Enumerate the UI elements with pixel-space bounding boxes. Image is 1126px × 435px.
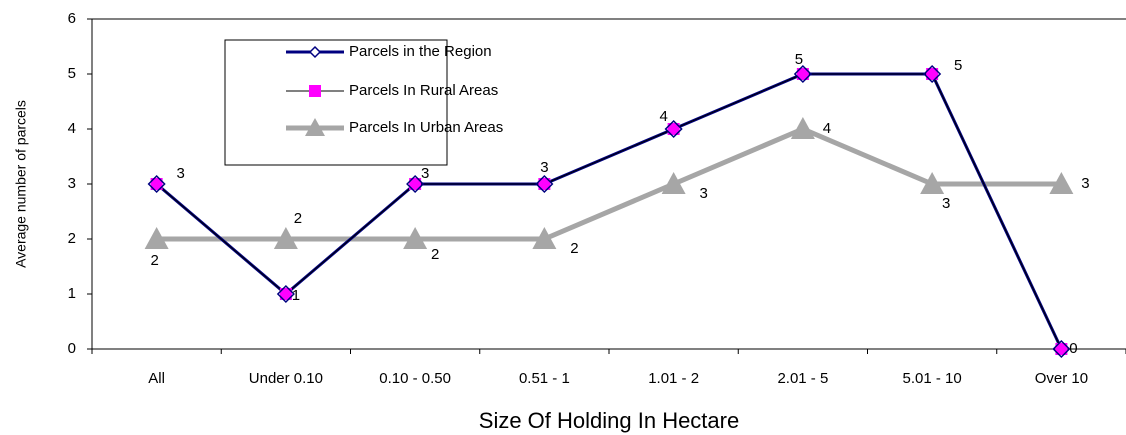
- data-label: 2: [150, 252, 158, 269]
- legend-label: Parcels In Urban Areas: [349, 119, 503, 136]
- point-marker: [793, 64, 812, 84]
- point-marker: [923, 64, 942, 84]
- point-marker: [664, 119, 683, 139]
- legend-label: Parcels In Rural Areas: [349, 82, 498, 99]
- data-label: 3: [421, 165, 429, 182]
- y-axis-label: Average number of parcels: [13, 100, 29, 268]
- x-tick-label: 0.51 - 1: [519, 370, 570, 387]
- point-marker: [538, 178, 551, 190]
- x-tick-label: All: [148, 370, 165, 387]
- data-label: 0: [1069, 340, 1077, 357]
- y-tick-label: 4: [68, 120, 76, 137]
- x-axis-label: Size Of Holding In Hectare: [479, 408, 739, 433]
- data-label: 1: [292, 287, 300, 304]
- point-marker: [279, 288, 292, 300]
- point-marker: [144, 227, 169, 249]
- y-tick-label: 5: [68, 65, 76, 82]
- legend-box: [224, 39, 448, 166]
- legend-marker: [308, 45, 322, 59]
- data-label: 4: [823, 120, 831, 137]
- data-label: 2: [431, 246, 439, 263]
- point-marker: [661, 172, 686, 194]
- data-label: 3: [699, 185, 707, 202]
- point-marker: [532, 227, 557, 249]
- point-marker: [790, 117, 815, 139]
- x-tick-label: 1.01 - 2: [648, 370, 699, 387]
- legend-marker: [309, 85, 321, 97]
- series-line: [156, 73, 1062, 350]
- x-tick-label: Over 10: [1035, 370, 1088, 387]
- point-marker: [926, 68, 939, 80]
- x-tick-label: 5.01 - 10: [903, 370, 962, 387]
- point-marker: [796, 68, 809, 80]
- legend-label: Parcels in the Region: [349, 43, 492, 60]
- point-marker: [409, 178, 422, 190]
- data-label: 3: [540, 159, 548, 176]
- point-marker: [667, 123, 680, 135]
- y-tick-label: 6: [68, 10, 76, 27]
- point-marker: [1052, 339, 1071, 359]
- point-marker: [147, 174, 166, 194]
- data-label: 3: [1081, 175, 1089, 192]
- y-tick-label: 2: [68, 230, 76, 247]
- data-label: 2: [294, 210, 302, 227]
- y-tick-label: 0: [68, 340, 76, 357]
- y-tick-label: 3: [68, 175, 76, 192]
- legend-marker: [305, 118, 325, 136]
- data-label: 5: [795, 51, 803, 68]
- data-label: 3: [942, 195, 950, 212]
- x-tick-label: 2.01 - 5: [777, 370, 828, 387]
- point-marker: [1049, 172, 1074, 194]
- point-marker: [273, 227, 298, 249]
- point-marker: [535, 174, 554, 194]
- x-tick-label: Under 0.10: [249, 370, 323, 387]
- data-label: 5: [954, 57, 962, 74]
- data-label: 3: [176, 165, 184, 182]
- x-tick-label: 0.10 - 0.50: [379, 370, 451, 387]
- y-tick-label: 1: [68, 285, 76, 302]
- point-marker: [1055, 343, 1068, 355]
- point-marker: [920, 172, 945, 194]
- data-label: 4: [659, 108, 667, 125]
- point-marker: [150, 178, 163, 190]
- point-marker: [276, 284, 295, 304]
- point-marker: [403, 227, 428, 249]
- series-line: [156, 126, 1062, 242]
- point-marker: [406, 174, 425, 194]
- data-label: 2: [570, 240, 578, 257]
